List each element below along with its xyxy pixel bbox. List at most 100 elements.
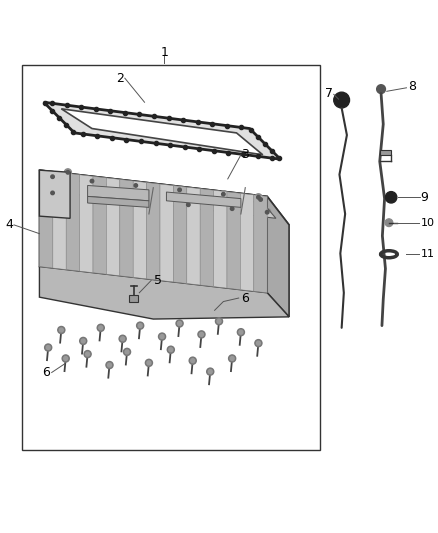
Polygon shape	[39, 170, 70, 219]
Polygon shape	[267, 197, 289, 317]
Circle shape	[46, 345, 50, 350]
Circle shape	[64, 169, 71, 176]
Circle shape	[80, 337, 87, 344]
Text: 1: 1	[160, 46, 168, 59]
Circle shape	[60, 328, 63, 332]
Circle shape	[49, 189, 56, 197]
Circle shape	[185, 201, 192, 208]
Polygon shape	[39, 170, 267, 293]
Circle shape	[93, 193, 100, 200]
Circle shape	[385, 219, 393, 227]
Circle shape	[229, 205, 236, 212]
Circle shape	[208, 370, 212, 374]
Circle shape	[99, 326, 102, 330]
Circle shape	[220, 191, 227, 198]
Circle shape	[62, 355, 69, 362]
Circle shape	[145, 359, 152, 366]
Text: 6: 6	[42, 366, 50, 379]
Circle shape	[257, 196, 260, 199]
Circle shape	[198, 331, 205, 338]
Circle shape	[138, 324, 142, 328]
Circle shape	[377, 85, 385, 93]
Polygon shape	[44, 102, 280, 159]
Circle shape	[222, 192, 225, 196]
Circle shape	[45, 344, 52, 351]
Polygon shape	[147, 182, 160, 280]
Polygon shape	[80, 175, 93, 273]
Circle shape	[259, 198, 262, 201]
Polygon shape	[254, 195, 267, 293]
Text: 8: 8	[408, 80, 416, 93]
Polygon shape	[61, 179, 276, 219]
Circle shape	[176, 187, 183, 193]
Circle shape	[177, 321, 181, 326]
Circle shape	[121, 337, 125, 341]
Circle shape	[141, 197, 148, 204]
Circle shape	[134, 184, 138, 187]
Circle shape	[255, 194, 262, 201]
Circle shape	[132, 182, 139, 189]
Circle shape	[51, 175, 54, 179]
Circle shape	[125, 350, 129, 354]
Circle shape	[159, 333, 166, 340]
Polygon shape	[227, 192, 240, 290]
Circle shape	[187, 203, 190, 206]
Polygon shape	[106, 178, 120, 276]
Polygon shape	[39, 170, 289, 225]
Circle shape	[167, 346, 174, 353]
Circle shape	[215, 318, 223, 325]
Circle shape	[95, 195, 98, 198]
Circle shape	[124, 349, 131, 356]
Circle shape	[229, 355, 236, 362]
Polygon shape	[187, 187, 200, 285]
Circle shape	[191, 359, 195, 362]
Bar	[129, 295, 138, 302]
Text: 6: 6	[241, 292, 249, 304]
Polygon shape	[120, 180, 133, 277]
Bar	[22, 65, 320, 450]
Polygon shape	[200, 189, 214, 287]
Circle shape	[178, 188, 181, 191]
Polygon shape	[240, 193, 254, 291]
Polygon shape	[93, 176, 106, 274]
Circle shape	[255, 340, 262, 346]
Circle shape	[119, 335, 126, 342]
Circle shape	[160, 335, 164, 338]
Text: 10: 10	[420, 217, 434, 228]
Polygon shape	[88, 185, 149, 201]
Circle shape	[217, 319, 221, 323]
Circle shape	[88, 177, 95, 184]
Circle shape	[169, 348, 173, 352]
Circle shape	[385, 191, 397, 203]
Circle shape	[143, 199, 146, 203]
Bar	[380, 150, 391, 155]
Text: 2: 2	[117, 71, 124, 85]
Circle shape	[49, 173, 56, 180]
Circle shape	[107, 363, 111, 367]
Circle shape	[84, 351, 91, 358]
Polygon shape	[160, 184, 173, 282]
Circle shape	[256, 341, 260, 345]
Polygon shape	[173, 185, 187, 284]
Circle shape	[137, 322, 144, 329]
Polygon shape	[61, 109, 263, 155]
Circle shape	[97, 324, 104, 332]
Polygon shape	[39, 170, 53, 268]
Polygon shape	[133, 181, 147, 279]
Text: 5: 5	[154, 274, 162, 287]
Polygon shape	[88, 197, 149, 207]
Circle shape	[176, 320, 183, 327]
Circle shape	[264, 209, 271, 216]
Polygon shape	[66, 173, 80, 271]
Circle shape	[147, 361, 151, 365]
Text: 3: 3	[241, 148, 249, 161]
Circle shape	[64, 357, 67, 360]
Circle shape	[230, 207, 234, 211]
Polygon shape	[53, 172, 66, 270]
Circle shape	[239, 330, 243, 334]
Polygon shape	[39, 266, 289, 319]
Circle shape	[189, 357, 196, 364]
Circle shape	[230, 357, 234, 360]
Circle shape	[90, 179, 94, 183]
Text: 9: 9	[420, 191, 428, 204]
